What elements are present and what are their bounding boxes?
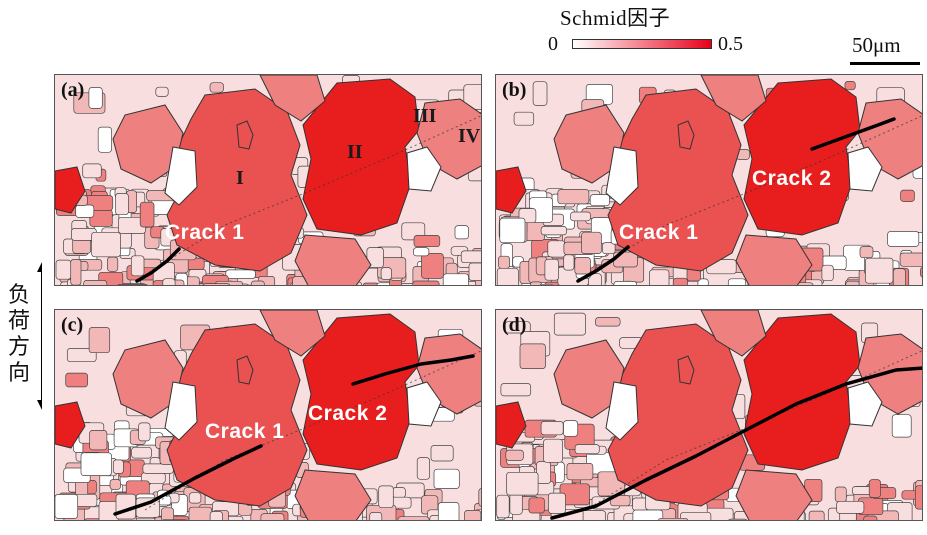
crack-2-label: Crack 2 [308,402,388,425]
panel-label: (c) [61,314,84,336]
crack-2 [351,354,475,386]
load-direction-label: 负荷方向 [7,282,30,385]
grain-bottom-mid [294,469,372,520]
grain-bottom-mid [735,469,813,520]
grain-II [302,78,420,236]
grain-white-right [847,381,883,427]
legend-min-label: 0 [548,33,558,55]
grain-label-IV: IV [458,125,481,147]
grain-deep-edge [496,401,527,449]
grain-label-II: II [347,141,363,163]
grain-map [55,310,481,520]
grain-label-III: III [413,105,437,127]
legend-max-label: 0.5 [718,33,743,55]
load-direction-arrow [37,262,42,410]
crack-2 [810,117,896,151]
grain-deep-edge [496,166,527,214]
grain-map [496,75,922,285]
grain-II [743,313,861,471]
panel-label: (b) [502,79,527,101]
panel-a: (a) Crack 1 I II III IV [54,74,482,286]
grain-white-right [406,146,442,192]
grain-II [743,78,861,236]
grain-mid-left [112,104,184,184]
grain-mid-top [259,75,326,122]
crack-1 [576,245,630,283]
grain-deep-edge [55,166,86,214]
crack-2-label: Crack 2 [752,167,832,190]
grain-bottom-mid [294,234,372,285]
panel-label: (a) [61,79,85,101]
grain-map [496,310,922,520]
grain-white-right [847,146,883,192]
legend-title: Schmid因子 [560,6,671,30]
grain-deep-edge [55,401,86,449]
legend-color-bar [572,39,712,49]
panel-d: (d) [495,309,923,521]
crack-1-label: Crack 1 [205,420,285,443]
grain-label-I: I [236,167,244,189]
grain-map [55,75,481,285]
crack-1-label: Crack 1 [619,221,699,244]
grain-white-right [406,381,442,427]
grain-white-left [164,381,198,441]
panel-label: (d) [502,314,527,336]
grain-mid-top [700,310,767,357]
grain-white-left [605,146,639,206]
crack-1-label: Crack 1 [165,221,245,244]
grain-white-left [164,146,198,206]
grain-mid-left [112,339,184,419]
scale-bar [850,62,920,65]
grain-bottom-mid [735,234,813,285]
grain-mid-top [700,75,767,122]
scale-bar-label: 50μm [852,33,901,57]
crack-1 [550,366,922,520]
grain-II [302,313,420,471]
panel-c: (c) Crack 1 Crack 2 [54,309,482,521]
grain-mid-left [553,339,625,419]
crack-1 [113,444,263,516]
grain-mid-left [553,104,625,184]
crack-1 [135,247,181,283]
grain-mid-top [259,310,326,357]
grain-white-left [605,381,639,441]
panel-b: (b) Crack 1 Crack 2 [495,74,923,286]
